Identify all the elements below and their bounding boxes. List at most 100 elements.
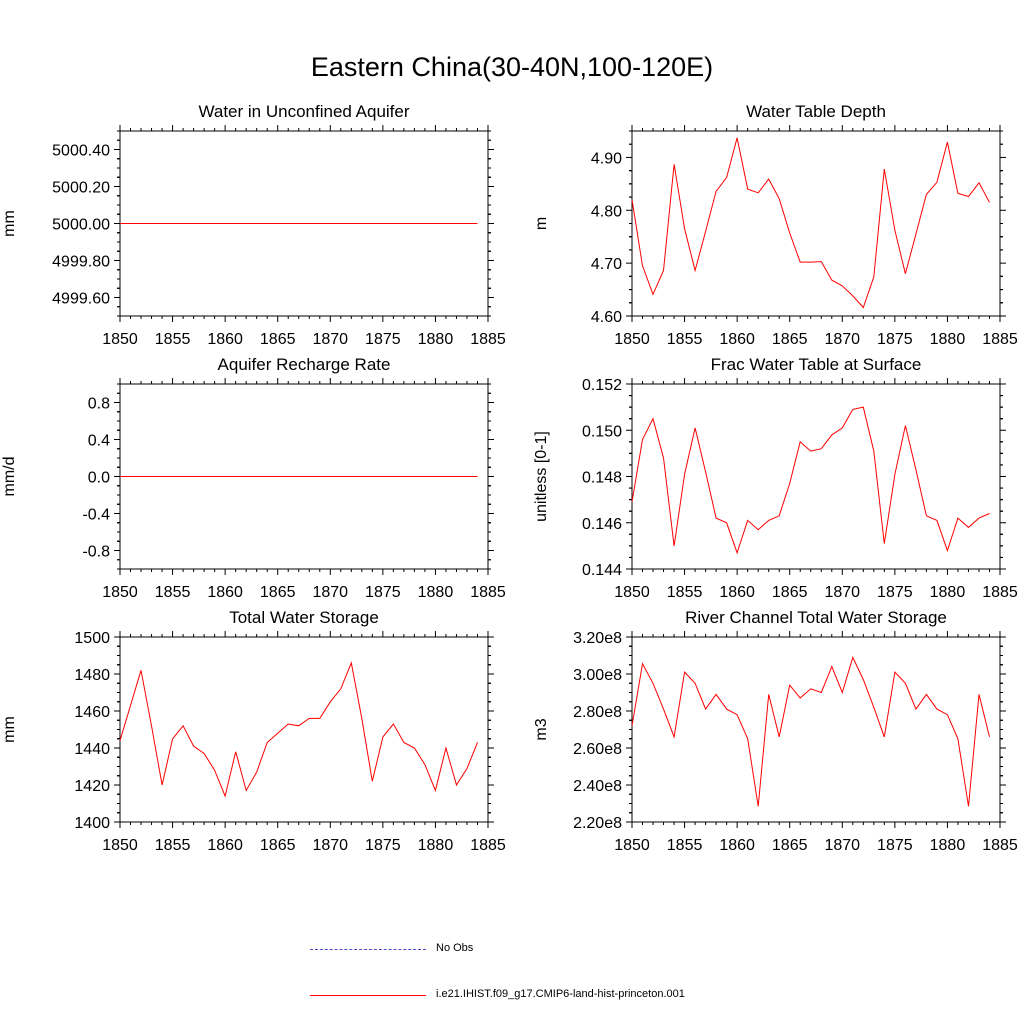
y-tick-label: 3.00e8 — [573, 667, 622, 684]
x-tick-label: 1865 — [260, 584, 296, 601]
y-tick-label: 4.80 — [591, 203, 622, 220]
series-line — [631, 406, 990, 555]
x-tick-label: 1880 — [418, 584, 454, 601]
x-tick-label: 1865 — [260, 837, 296, 854]
x-tick-label: 1875 — [365, 331, 401, 348]
x-tick-label: 1880 — [418, 331, 454, 348]
legend-model-line — [310, 995, 426, 996]
x-tick-label: 1855 — [667, 584, 703, 601]
plot-frame — [631, 130, 1001, 317]
x-tick-label: 1870 — [824, 837, 860, 854]
x-tick-label: 1865 — [772, 331, 808, 348]
y-tick-label: 0.148 — [582, 470, 622, 487]
y-tick-label: 2.60e8 — [573, 741, 622, 758]
y-tick-label: 0.0 — [88, 470, 110, 487]
y-axis-label: mm — [1, 210, 18, 237]
chart-panel-2: 1850 1855 1860 1865 1870 1875 1880 1885 4.60 4.70… — [533, 102, 1018, 348]
chart-panel-4: 1850 1855 1860 1865 1870 1875 1880 1885 0.144 0.1… — [533, 355, 1018, 601]
y-tick-label: -0.4 — [82, 507, 110, 524]
y-tick-label: 4.90 — [591, 150, 622, 167]
x-tick-label: 1865 — [772, 584, 808, 601]
x-tick-label: 1850 — [102, 837, 138, 854]
x-tick-label: 1855 — [155, 584, 191, 601]
x-tick-label: 1860 — [719, 837, 755, 854]
x-tick-label: 1885 — [470, 584, 506, 601]
y-axis-label: unitless [0-1] — [533, 431, 550, 522]
panel-title: Water in Unconfined Aquifer — [198, 102, 409, 121]
x-tick-label: 1855 — [667, 331, 703, 348]
series-line — [631, 656, 990, 807]
panel-title: Aquifer Recharge Rate — [218, 355, 391, 374]
y-tick-label: 1500 — [74, 630, 110, 647]
y-tick-label: 0.150 — [582, 423, 622, 440]
x-tick-label: 1870 — [824, 331, 860, 348]
x-tick-label: 1850 — [614, 331, 650, 348]
x-tick-label: 1885 — [470, 331, 506, 348]
x-tick-label: 1860 — [207, 584, 243, 601]
legend-obs-line — [310, 949, 426, 950]
x-tick-label: 1855 — [155, 837, 191, 854]
x-tick-label: 1860 — [207, 837, 243, 854]
legend-model-label: i.e21.IHIST.f09_g17.CMIP6-land-hist-prin… — [436, 988, 685, 1000]
y-tick-label: 5000.40 — [52, 143, 110, 160]
panel-title: Frac Water Table at Surface — [711, 355, 922, 374]
y-tick-label: 4999.60 — [52, 291, 110, 308]
y-tick-label: 4.60 — [591, 309, 622, 326]
panel-title: Water Table Depth — [746, 102, 886, 121]
y-tick-label: -0.8 — [82, 544, 110, 561]
x-tick-label: 1865 — [772, 837, 808, 854]
x-tick-label: 1850 — [102, 331, 138, 348]
chart-panel-5: 1850 1855 1860 1865 1870 1875 1880 1885 1400 1420… — [1, 608, 506, 854]
plot-frame — [631, 383, 1001, 570]
y-tick-label: 0.144 — [582, 562, 622, 579]
y-axis-label: m — [533, 217, 550, 230]
x-tick-label: 1870 — [312, 837, 348, 854]
x-tick-label: 1885 — [982, 837, 1018, 854]
y-tick-label: 0.4 — [88, 433, 110, 450]
y-tick-label: 1480 — [74, 667, 110, 684]
plot-frame — [119, 636, 489, 823]
y-tick-label: 1420 — [74, 778, 110, 795]
y-tick-label: 0.146 — [582, 516, 622, 533]
y-tick-label: 1400 — [74, 815, 110, 832]
series-line — [119, 661, 478, 798]
y-tick-label: 5000.00 — [52, 217, 110, 234]
y-tick-label: 2.80e8 — [573, 704, 622, 721]
x-tick-label: 1850 — [614, 837, 650, 854]
x-tick-label: 1860 — [719, 584, 755, 601]
x-tick-label: 1870 — [312, 584, 348, 601]
x-tick-label: 1860 — [207, 331, 243, 348]
y-tick-label: 4.70 — [591, 256, 622, 273]
y-tick-label: 2.40e8 — [573, 778, 622, 795]
y-axis-label: mm — [1, 716, 18, 743]
x-tick-label: 1860 — [719, 331, 755, 348]
x-tick-label: 1885 — [470, 837, 506, 854]
x-tick-label: 1885 — [982, 584, 1018, 601]
x-tick-label: 1875 — [877, 837, 913, 854]
x-tick-label: 1880 — [930, 584, 966, 601]
x-tick-label: 1870 — [824, 584, 860, 601]
x-tick-label: 1875 — [365, 837, 401, 854]
x-tick-label: 1880 — [930, 331, 966, 348]
legend-obs-label: No Obs — [436, 942, 474, 954]
legend-obs: No Obs — [310, 940, 870, 960]
y-tick-label: 0.8 — [88, 396, 110, 413]
series-line — [631, 137, 990, 309]
x-tick-label: 1875 — [365, 584, 401, 601]
y-tick-label: 4999.80 — [52, 254, 110, 271]
x-tick-label: 1875 — [877, 584, 913, 601]
y-tick-label: 3.20e8 — [573, 630, 622, 647]
x-tick-label: 1880 — [418, 837, 454, 854]
x-tick-label: 1850 — [102, 584, 138, 601]
x-tick-label: 1875 — [877, 331, 913, 348]
plot-frame — [631, 636, 1001, 823]
legend-model: i.e21.IHIST.f09_g17.CMIP6-land-hist-prin… — [310, 986, 870, 1006]
x-tick-label: 1880 — [930, 837, 966, 854]
x-tick-label: 1855 — [155, 331, 191, 348]
chart-panel-1: 1850 1855 1860 1865 1870 1875 1880 1885 4999.60 4… — [1, 102, 506, 348]
chart-panel-3: 1850 1855 1860 1865 1870 1875 1880 1885 -0.8 -0.4… — [1, 355, 506, 601]
x-tick-label: 1865 — [260, 331, 296, 348]
panel-title: River Channel Total Water Storage — [685, 608, 947, 627]
y-tick-label: 2.20e8 — [573, 815, 622, 832]
